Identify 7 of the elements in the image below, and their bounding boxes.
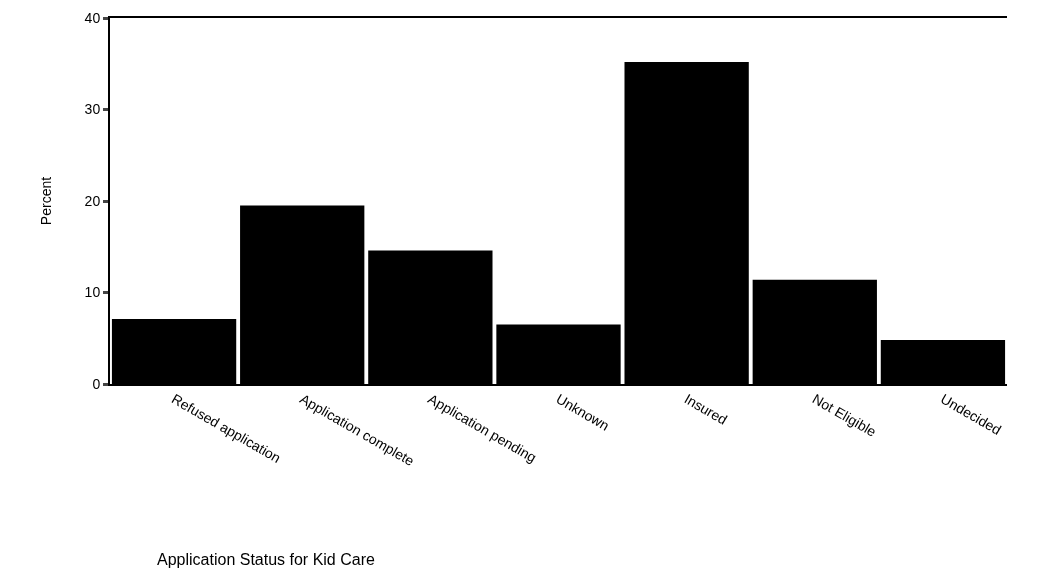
y-axis-title: Percent (37, 176, 54, 226)
text: Application Status for Kid Care (157, 551, 375, 568)
y-tick-label: 20 (84, 192, 101, 209)
y-tick-label: 0 (92, 375, 101, 392)
y-tick-label: 10 (84, 284, 101, 301)
y-tick-label: 30 (84, 101, 101, 118)
y-tick-label: 40 (84, 9, 101, 26)
